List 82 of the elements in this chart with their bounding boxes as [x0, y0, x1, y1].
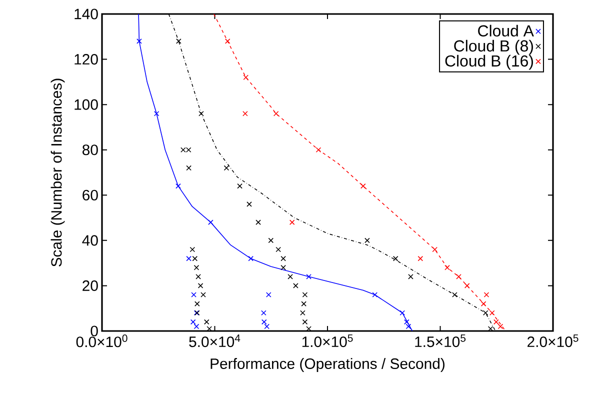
point — [408, 274, 414, 280]
point — [360, 183, 366, 189]
point — [280, 264, 286, 270]
x-tick-label: 1.5×10$^{5}$ — [415, 334, 466, 348]
x-tick-label: 1.0×10$^{5}$ — [302, 334, 353, 348]
point — [482, 310, 488, 316]
y-tick-label: 0 — [90, 326, 98, 336]
point — [432, 246, 438, 252]
point — [302, 292, 308, 298]
point — [289, 220, 295, 225]
point — [273, 110, 279, 116]
point — [498, 324, 504, 330]
point — [264, 324, 270, 330]
point — [208, 220, 214, 225]
point — [176, 38, 182, 44]
point — [198, 110, 204, 116]
point — [246, 202, 252, 207]
y-tick-label: 60 — [82, 190, 98, 200]
point — [194, 324, 200, 330]
point — [288, 274, 293, 280]
point — [192, 256, 198, 262]
point — [190, 246, 196, 252]
point — [261, 319, 267, 325]
point — [464, 283, 470, 288]
point — [154, 110, 160, 116]
point — [404, 319, 410, 325]
y-tick-label: 20 — [82, 280, 98, 291]
point — [261, 310, 266, 316]
legend-label: Cloud B (8) — [454, 40, 533, 55]
point — [268, 238, 274, 244]
point — [224, 165, 230, 171]
point — [364, 238, 370, 244]
y-axis-title: Scale (Number of Instances) — [50, 78, 65, 267]
point — [198, 283, 204, 288]
x-tick-label: 2.0×10$^{5}$ — [528, 334, 578, 348]
x-tick-label: 5.0×10$^{4}$ — [189, 334, 240, 348]
point — [480, 301, 486, 306]
point — [400, 310, 406, 316]
point — [372, 292, 378, 298]
point — [280, 256, 286, 262]
point — [243, 74, 249, 80]
y-tick-label: 40 — [82, 235, 98, 246]
point — [302, 319, 308, 325]
x-axis-title: Performance (Operations / Second) — [210, 358, 444, 372]
point — [186, 165, 192, 171]
point — [136, 38, 142, 44]
point — [190, 319, 196, 325]
point — [176, 183, 181, 189]
point — [194, 264, 200, 270]
y-tick-label: 80 — [82, 144, 98, 156]
point — [301, 301, 306, 306]
point — [456, 274, 462, 280]
point — [242, 110, 248, 116]
point — [204, 319, 210, 325]
y-tick-label: 120 — [74, 54, 98, 65]
point — [256, 220, 261, 225]
point — [191, 292, 196, 298]
line-series — [138, 14, 413, 331]
point — [494, 319, 499, 325]
point — [196, 274, 201, 280]
point — [444, 264, 450, 270]
point — [224, 38, 230, 44]
point — [452, 292, 458, 298]
point — [306, 274, 312, 280]
point — [200, 292, 206, 298]
point — [489, 310, 495, 316]
point — [248, 256, 254, 262]
point — [418, 256, 424, 262]
point — [237, 183, 242, 189]
y-tick-label: 100 — [74, 99, 98, 110]
point — [276, 246, 281, 252]
legend-label: Cloud B (16) — [445, 54, 533, 70]
point — [392, 256, 398, 262]
point — [300, 310, 306, 316]
point — [186, 256, 192, 262]
point — [484, 292, 490, 298]
point — [266, 292, 272, 298]
point — [194, 301, 200, 306]
y-tick-label: 140 — [74, 8, 98, 20]
point — [316, 147, 322, 153]
legend-label: Cloud A — [478, 24, 534, 37]
point — [293, 283, 298, 288]
